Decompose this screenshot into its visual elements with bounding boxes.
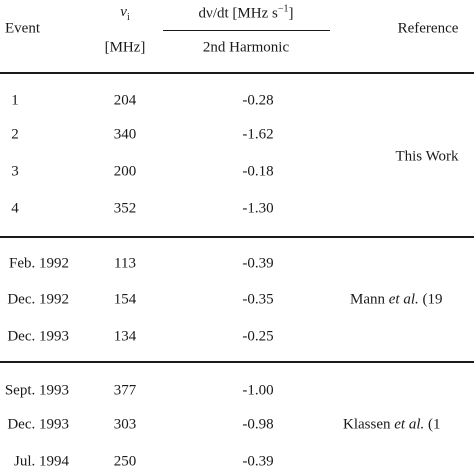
- event-id: 1: [11, 92, 19, 109]
- event-date: Dec. 1993: [7, 328, 69, 345]
- drift-rate: -0.39: [242, 453, 274, 470]
- frequency: 250: [113, 453, 137, 470]
- event-date: Dec. 1993: [7, 416, 69, 433]
- reference-part: et al.: [388, 291, 419, 308]
- reference: This Work: [395, 148, 459, 165]
- drift-rate: -1.00: [242, 382, 274, 399]
- frequency: 377: [113, 382, 137, 399]
- drift-rate: -0.35: [242, 291, 274, 308]
- drift-rate: -0.25: [242, 328, 274, 345]
- header-nu-symbol: ν: [120, 4, 127, 20]
- drift-rate: -0.98: [242, 416, 274, 433]
- frequency: 303: [113, 416, 137, 433]
- header-nu-sub: i: [126, 12, 130, 23]
- frequency: 352: [113, 200, 137, 217]
- header-rule: [0, 72, 474, 74]
- frequency: 134: [113, 328, 137, 345]
- header-drift: dν/dt [MHz s−1]: [198, 3, 294, 22]
- header-drift-sub: 2nd Harmonic: [202, 39, 290, 56]
- reference-part: (1: [428, 416, 441, 433]
- reference-part: et al.: [394, 416, 425, 433]
- reference-part: Klassen: [343, 416, 391, 433]
- reference-part: Mann: [350, 291, 385, 308]
- event-date: Sept. 1993: [4, 382, 69, 399]
- header-event: Event: [5, 20, 40, 37]
- reference: Klassen et al. (1: [343, 416, 441, 433]
- event-id: 3: [11, 163, 19, 180]
- event-id: 4: [11, 200, 19, 217]
- event-date: Dec. 1992: [7, 291, 69, 308]
- drift-rate: -0.39: [242, 255, 274, 272]
- event-date: Jul. 1994: [13, 453, 69, 470]
- header-drift-text: dν/dt [MHz s: [198, 5, 278, 22]
- drift-rate: -1.62: [242, 126, 274, 143]
- sub-rule: [163, 30, 330, 31]
- drift-rate: -0.28: [242, 92, 274, 109]
- header-drift-close: ]: [288, 5, 294, 22]
- drift-rate: -0.18: [242, 163, 274, 180]
- frequency: 340: [113, 126, 137, 143]
- reference-part: This Work: [395, 148, 459, 165]
- frequency: 204: [113, 92, 137, 109]
- header-drift-exp: −1: [277, 3, 289, 15]
- header-reference: Reference: [397, 20, 459, 37]
- event-date: Feb. 1992: [9, 255, 69, 272]
- group-rule: [0, 236, 474, 238]
- reference-part: (19: [422, 291, 443, 308]
- frequency: 113: [114, 255, 136, 272]
- frequency: 200: [113, 163, 137, 180]
- drift-rate: -1.30: [242, 200, 274, 217]
- header-nu: νi: [120, 5, 129, 23]
- group-rule: [0, 361, 474, 363]
- frequency: 154: [113, 291, 137, 308]
- header-nu-unit: [MHz]: [104, 39, 146, 56]
- reference: Mann et al. (19: [350, 291, 443, 308]
- event-id: 2: [11, 126, 19, 143]
